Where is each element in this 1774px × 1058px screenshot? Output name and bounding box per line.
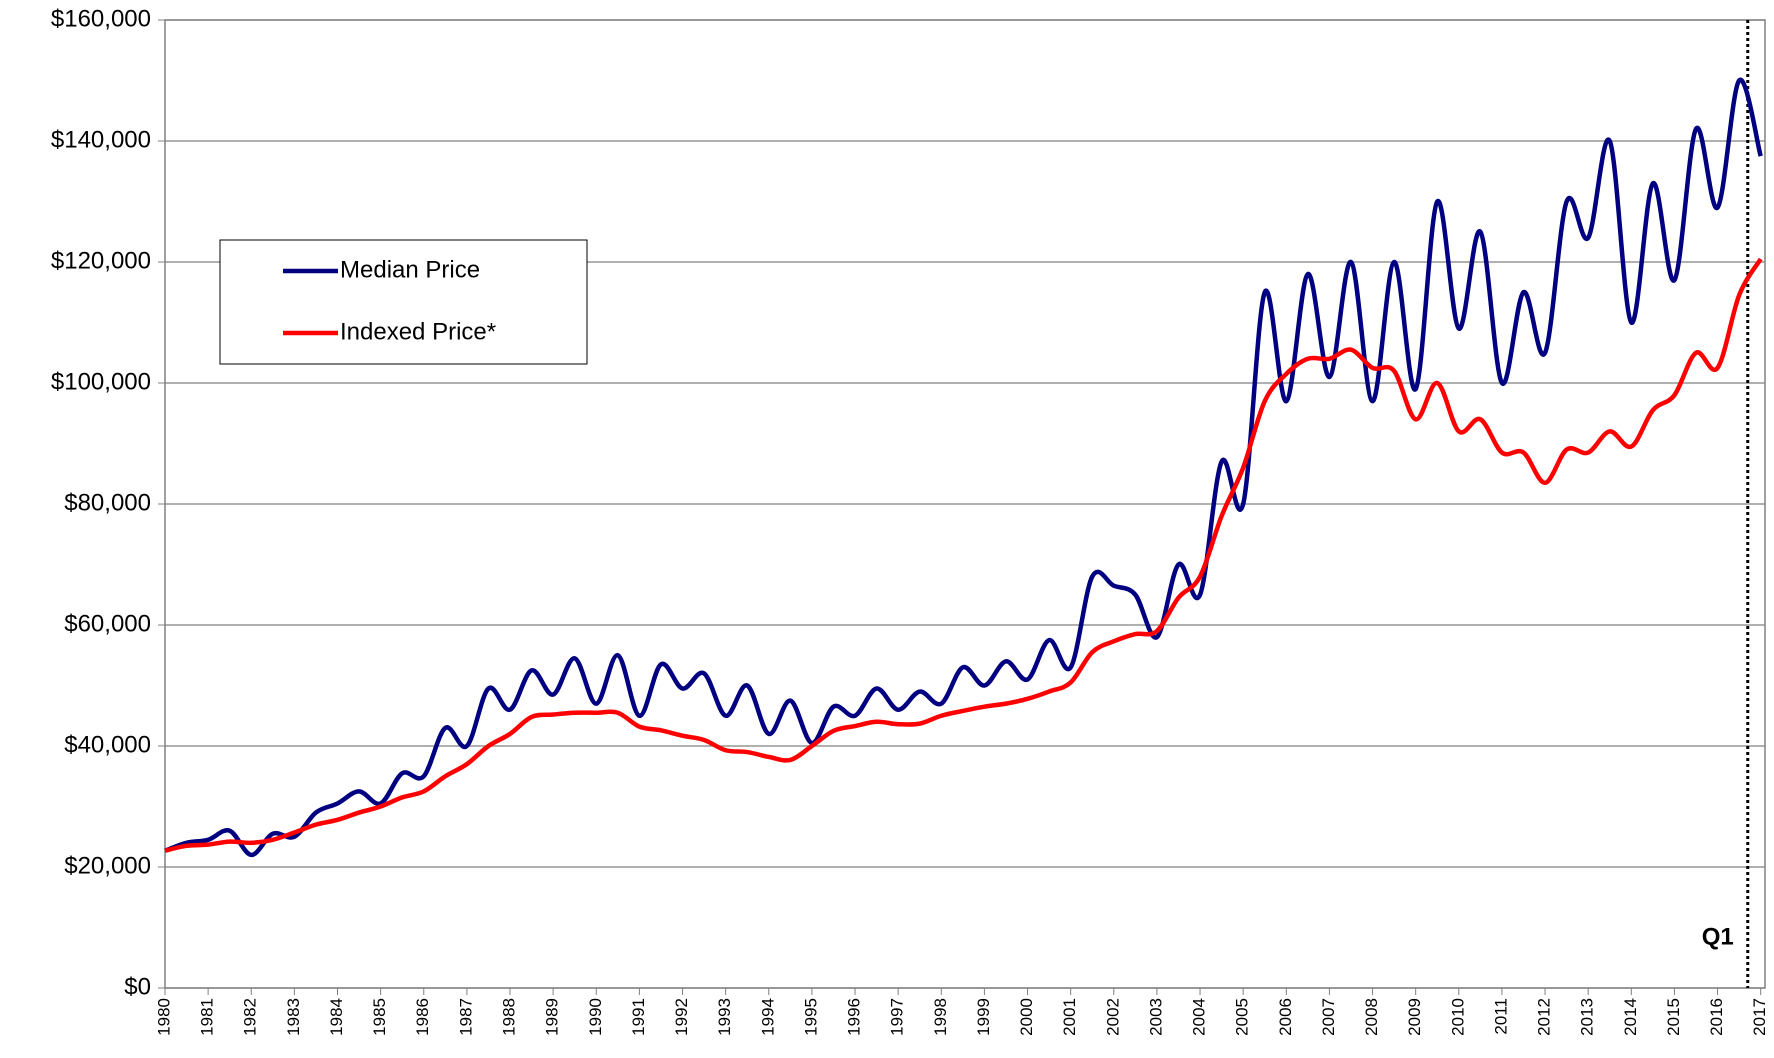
x-tick-label: 2015 bbox=[1664, 998, 1683, 1036]
x-tick-label: 1980 bbox=[154, 998, 173, 1036]
x-tick-label: 1981 bbox=[198, 998, 217, 1036]
x-tick-label: 2006 bbox=[1276, 998, 1295, 1036]
x-tick-label: 1997 bbox=[888, 998, 907, 1036]
x-tick-label: 1991 bbox=[629, 998, 648, 1036]
annotation-label: Q1 bbox=[1702, 923, 1734, 950]
y-tick-label: $160,000 bbox=[51, 5, 151, 32]
y-tick-label: $60,000 bbox=[64, 610, 151, 637]
x-tick-label: 2013 bbox=[1578, 998, 1597, 1036]
y-tick-label: $80,000 bbox=[64, 489, 151, 516]
x-tick-label: 1988 bbox=[499, 998, 518, 1036]
x-tick-label: 2014 bbox=[1621, 998, 1640, 1036]
x-tick-label: 1987 bbox=[456, 998, 475, 1036]
y-tick-label: $120,000 bbox=[51, 247, 151, 274]
x-tick-label: 2005 bbox=[1233, 998, 1252, 1036]
y-tick-label: $40,000 bbox=[64, 731, 151, 758]
y-tick-label: $20,000 bbox=[64, 852, 151, 879]
legend-box bbox=[219, 239, 588, 365]
y-tick-label: $140,000 bbox=[51, 126, 151, 153]
x-tick-label: 2016 bbox=[1707, 998, 1726, 1036]
x-tick-label: 1998 bbox=[931, 998, 950, 1036]
x-tick-label: 1983 bbox=[284, 998, 303, 1036]
x-tick-label: 1985 bbox=[370, 998, 389, 1036]
series-line bbox=[164, 77, 1763, 858]
x-tick-label: 1990 bbox=[586, 998, 605, 1036]
x-tick-label: 1984 bbox=[327, 998, 346, 1036]
x-tick-label: 2000 bbox=[1017, 998, 1036, 1036]
x-tick-label: 2003 bbox=[1146, 998, 1165, 1036]
series-line bbox=[164, 257, 1763, 853]
x-tick-label: 1996 bbox=[845, 998, 864, 1036]
x-tick-label: 1992 bbox=[672, 998, 691, 1036]
x-tick-label: 2011 bbox=[1491, 998, 1510, 1035]
legend-label: Indexed Price* bbox=[340, 318, 496, 345]
x-tick-label: 2017 bbox=[1750, 998, 1769, 1036]
x-tick-label: 2009 bbox=[1405, 998, 1424, 1036]
legend-label: Median Price bbox=[340, 256, 480, 283]
x-tick-label: 2007 bbox=[1319, 998, 1338, 1036]
y-tick-label: $100,000 bbox=[51, 368, 151, 395]
x-tick-label: 1986 bbox=[413, 998, 432, 1036]
x-tick-label: 2002 bbox=[1103, 998, 1122, 1036]
x-tick-label: 1993 bbox=[715, 998, 734, 1036]
x-tick-label: 1982 bbox=[241, 998, 260, 1036]
x-tick-label: 2001 bbox=[1060, 998, 1079, 1036]
x-tick-label: 1999 bbox=[974, 998, 993, 1036]
x-tick-label: 2004 bbox=[1190, 998, 1209, 1036]
y-tick-label: $0 bbox=[124, 973, 151, 1000]
x-tick-label: 1994 bbox=[758, 998, 777, 1036]
x-tick-label: 2012 bbox=[1535, 998, 1554, 1036]
x-tick-label: 2008 bbox=[1362, 998, 1381, 1036]
x-tick-label: 2010 bbox=[1448, 998, 1467, 1036]
x-tick-label: 1989 bbox=[543, 998, 562, 1036]
x-tick-label: 1995 bbox=[801, 998, 820, 1036]
